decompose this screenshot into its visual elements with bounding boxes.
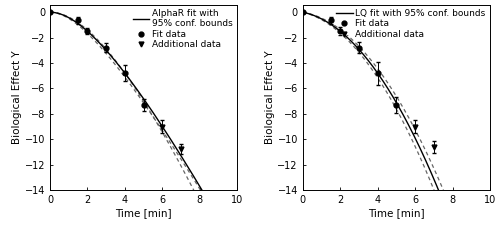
- X-axis label: Time [min]: Time [min]: [368, 208, 424, 218]
- Y-axis label: Biological Effect Y: Biological Effect Y: [264, 51, 274, 144]
- Legend: AlphaR fit with
95% conf. bounds, Fit data, Additional data: AlphaR fit with 95% conf. bounds, Fit da…: [131, 7, 234, 51]
- Y-axis label: Biological Effect Y: Biological Effect Y: [12, 51, 22, 144]
- Legend: LQ fit with 95% conf. bounds, Fit data, Additional data: LQ fit with 95% conf. bounds, Fit data, …: [334, 7, 488, 41]
- X-axis label: Time [min]: Time [min]: [116, 208, 172, 218]
